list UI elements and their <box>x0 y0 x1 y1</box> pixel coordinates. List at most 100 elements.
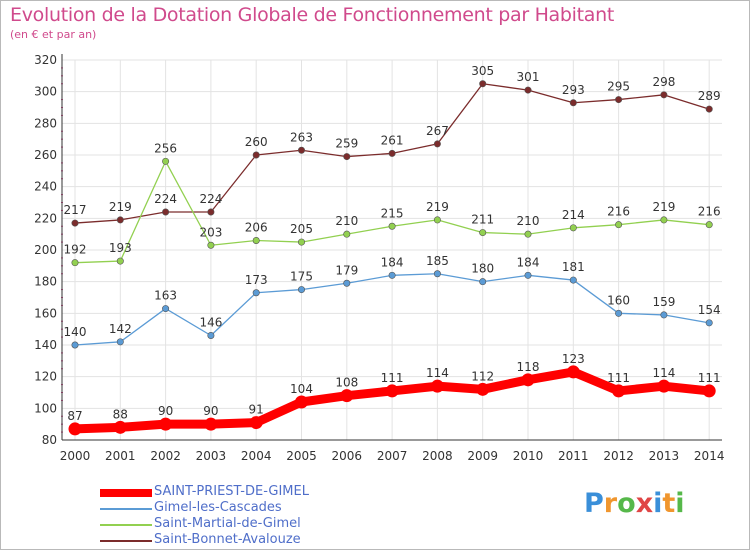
data-point <box>207 331 215 339</box>
data-point <box>702 384 716 398</box>
legend-label: Saint-Martial-de-Gimel <box>154 516 301 531</box>
data-point <box>297 146 305 154</box>
chart-title: Evolution de la Dotation Globale de Fonc… <box>10 4 615 26</box>
data-label: 88 <box>113 407 128 421</box>
data-label: 159 <box>652 295 675 309</box>
data-point <box>343 230 351 238</box>
x-tick-label: 2001 <box>105 449 136 463</box>
data-label: 108 <box>335 376 358 390</box>
data-point <box>297 286 305 294</box>
data-label: 180 <box>471 262 494 276</box>
data-point <box>71 259 79 267</box>
legend-label: Gimel-les-Cascades <box>154 500 282 515</box>
legend-swatch <box>100 508 152 510</box>
y-tick-label: 140 <box>34 338 57 352</box>
data-label: 123 <box>562 352 585 366</box>
data-point <box>252 237 260 245</box>
data-point <box>162 208 170 216</box>
data-label: 91 <box>249 403 264 417</box>
data-label: 219 <box>426 200 449 214</box>
data-label: 210 <box>517 214 540 228</box>
y-tick-label: 160 <box>34 306 57 320</box>
data-label: 263 <box>290 130 313 144</box>
data-point <box>521 373 535 387</box>
data-label: 210 <box>335 214 358 228</box>
data-label: 118 <box>517 360 540 374</box>
x-tick-label: 2007 <box>377 449 408 463</box>
data-point <box>479 229 487 237</box>
data-point <box>433 216 441 224</box>
logo-letter: r <box>603 488 618 519</box>
grid-lines <box>62 59 722 441</box>
data-label: 140 <box>64 325 87 339</box>
x-tick-label: 2012 <box>603 449 634 463</box>
data-label: 295 <box>607 80 630 94</box>
data-point <box>569 276 577 284</box>
x-tick-label: 2013 <box>649 449 680 463</box>
data-label: 215 <box>381 206 404 220</box>
data-point <box>479 278 487 286</box>
y-tick-label: 220 <box>34 211 57 225</box>
data-label: 142 <box>109 322 132 336</box>
data-label: 224 <box>199 192 222 206</box>
data-label: 163 <box>154 289 177 303</box>
data-point <box>116 338 124 346</box>
legend-swatch <box>100 489 152 497</box>
data-label: 211 <box>471 213 494 227</box>
data-label: 179 <box>335 263 358 277</box>
data-label: 224 <box>154 192 177 206</box>
data-point <box>524 86 532 94</box>
y-tick-label: 120 <box>34 370 57 384</box>
data-point <box>297 238 305 246</box>
data-label: 193 <box>109 241 132 255</box>
data-point <box>343 153 351 161</box>
data-point <box>705 319 713 327</box>
data-label: 146 <box>199 316 222 330</box>
logo-letter: t <box>662 488 676 519</box>
legend-label: SAINT-PRIEST-DE-GIMEL <box>154 484 309 499</box>
data-point <box>113 420 127 434</box>
data-point <box>68 422 82 436</box>
y-tick-label: 260 <box>34 148 57 162</box>
data-label: 90 <box>158 404 173 418</box>
data-label: 259 <box>335 137 358 151</box>
data-point <box>524 271 532 279</box>
x-tick-label: 2000 <box>60 449 91 463</box>
data-label: 175 <box>290 270 313 284</box>
data-label: 111 <box>607 371 630 385</box>
data-label: 173 <box>245 273 268 287</box>
x-tick-label: 2010 <box>513 449 544 463</box>
legend-label: Saint-Bonnet-Avalouze <box>154 532 301 547</box>
data-label: 301 <box>517 70 540 84</box>
data-point <box>159 417 173 431</box>
logo-letter: i <box>653 488 663 519</box>
data-label: 305 <box>471 64 494 78</box>
x-tick-label: 2014 <box>694 449 725 463</box>
data-label: 90 <box>203 404 218 418</box>
data-label: 298 <box>652 75 675 89</box>
x-tick-label: 2009 <box>467 449 498 463</box>
x-tick-label: 2011 <box>558 449 589 463</box>
data-label: 185 <box>426 254 449 268</box>
series-lines <box>68 80 716 436</box>
y-tick-label: 100 <box>34 401 57 415</box>
data-label: 289 <box>698 89 721 103</box>
data-label: 219 <box>652 200 675 214</box>
data-label: 111 <box>381 371 404 385</box>
y-tick-label: 300 <box>34 85 57 99</box>
data-label: 267 <box>426 124 449 138</box>
data-point <box>162 305 170 313</box>
x-tick-label: 2003 <box>196 449 227 463</box>
logo-letter: P <box>584 488 604 519</box>
proxiti-logo: Proxiti <box>584 488 685 519</box>
data-point <box>249 416 263 430</box>
data-point <box>252 151 260 159</box>
data-label: 205 <box>290 222 313 236</box>
y-tick-label: 320 <box>34 53 57 67</box>
data-point <box>433 140 441 148</box>
data-point <box>162 157 170 165</box>
data-labels: 217 219 224 224 260 263 259 261 267 305 301 293 295 2… <box>64 64 721 423</box>
y-tick-label: 80 <box>42 433 57 447</box>
x-tick-label: 2002 <box>150 449 181 463</box>
data-point <box>207 241 215 249</box>
